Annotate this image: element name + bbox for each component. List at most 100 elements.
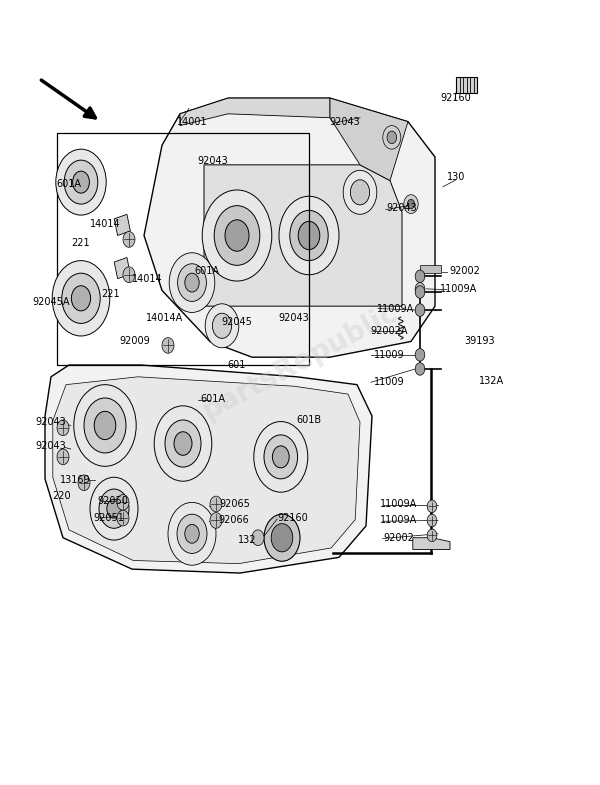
Circle shape [383,126,401,149]
Text: 601A: 601A [194,266,220,276]
Polygon shape [330,98,408,181]
Text: 92043: 92043 [35,418,67,427]
Bar [114,257,130,279]
Circle shape [78,475,90,491]
Circle shape [57,449,69,465]
Circle shape [404,195,418,214]
Text: 92066: 92066 [218,516,250,525]
Circle shape [107,499,121,518]
Circle shape [162,338,174,353]
Text: 92043: 92043 [197,156,229,166]
Circle shape [298,221,320,250]
Circle shape [212,313,232,338]
Text: 13169: 13169 [59,476,91,485]
Text: 92045: 92045 [221,317,253,327]
Circle shape [185,524,199,543]
Text: 132: 132 [238,535,256,545]
Text: 601A: 601A [200,394,226,403]
Polygon shape [413,538,450,550]
Circle shape [94,411,116,440]
Circle shape [202,190,272,281]
Circle shape [279,196,339,275]
Text: 92002: 92002 [383,533,415,542]
Circle shape [407,199,415,209]
Circle shape [177,514,207,553]
Circle shape [52,261,110,336]
Bar [456,77,477,93]
Text: 92043: 92043 [278,313,310,323]
Circle shape [252,530,264,546]
Circle shape [56,149,106,215]
Circle shape [271,524,293,552]
Text: 601: 601 [228,360,246,370]
Circle shape [427,500,437,513]
Text: 14014: 14014 [131,274,163,283]
Text: 601A: 601A [56,180,82,189]
Text: 220: 220 [52,491,71,501]
Circle shape [84,398,126,453]
Circle shape [210,513,222,528]
Polygon shape [180,98,330,126]
Circle shape [71,286,91,311]
Circle shape [64,160,98,204]
Circle shape [205,304,239,348]
Circle shape [415,270,425,283]
Circle shape [185,273,199,292]
Circle shape [117,510,129,526]
Circle shape [343,170,377,214]
Text: 92065: 92065 [220,499,251,509]
Circle shape [225,220,249,251]
Text: partsRepublic: partsRepublic [197,298,403,425]
Text: 132A: 132A [479,376,505,385]
Text: 130: 130 [447,172,465,181]
Polygon shape [204,165,402,306]
Text: 14001: 14001 [176,117,208,126]
Text: 11009A: 11009A [440,284,478,294]
Circle shape [264,514,300,561]
Text: 39193: 39193 [464,337,496,346]
Text: 92043: 92043 [35,441,67,451]
Text: 14014A: 14014A [146,313,184,323]
Circle shape [264,435,298,479]
Bar [420,265,441,273]
Circle shape [415,283,425,295]
Circle shape [123,232,135,247]
Text: 92009: 92009 [119,337,151,346]
Circle shape [168,502,216,565]
Circle shape [254,422,308,492]
Bar [57,133,309,365]
Circle shape [415,304,425,316]
Text: 11009: 11009 [373,378,404,387]
Text: 92051: 92051 [94,513,125,523]
Circle shape [178,264,206,301]
Circle shape [57,420,69,436]
Text: 11009: 11009 [373,350,404,360]
Circle shape [415,286,425,298]
Text: 11009A: 11009A [380,516,418,525]
Circle shape [117,495,129,510]
Text: 92002A: 92002A [370,327,407,336]
Circle shape [99,489,129,528]
Circle shape [415,363,425,375]
Circle shape [387,131,397,144]
Text: 601B: 601B [296,415,322,425]
Text: 92160: 92160 [440,93,472,103]
Circle shape [427,529,437,542]
Circle shape [214,206,260,265]
Text: 221: 221 [101,290,121,299]
Circle shape [165,420,201,467]
Circle shape [415,349,425,361]
Polygon shape [45,365,372,573]
Circle shape [123,267,135,283]
Circle shape [272,446,289,468]
Circle shape [90,477,138,540]
Bar [114,214,130,235]
Circle shape [74,385,136,466]
Text: 92045A: 92045A [32,298,70,307]
Text: 221: 221 [71,239,91,248]
Circle shape [62,273,100,323]
Circle shape [290,210,328,261]
Text: 14014: 14014 [89,219,121,228]
Text: 92050: 92050 [97,496,128,506]
Circle shape [73,171,89,193]
